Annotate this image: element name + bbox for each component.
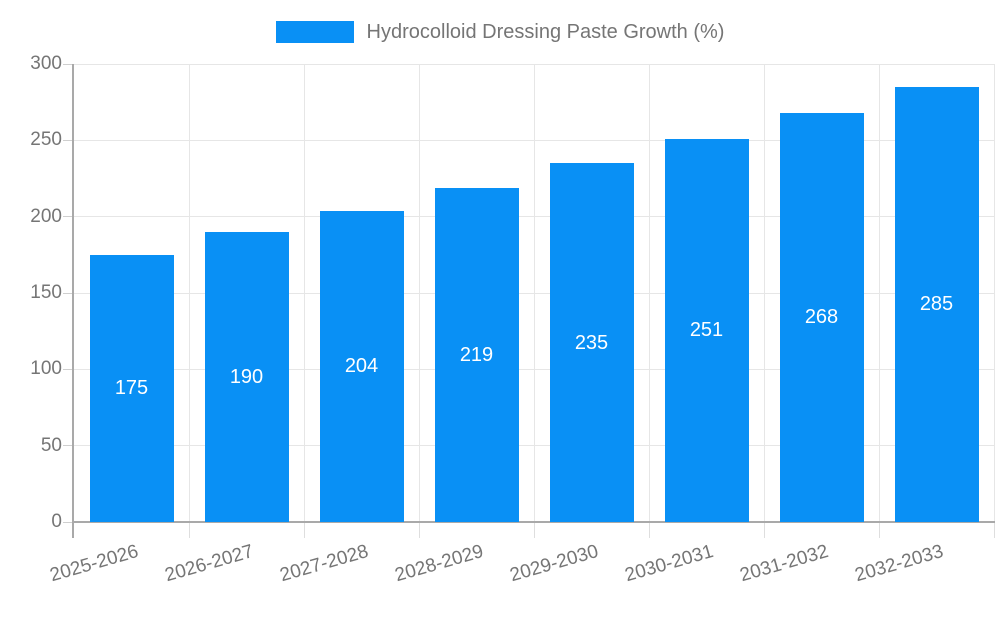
y-axis-tick-label: 50: [40, 434, 62, 456]
x-gridline: [878, 64, 880, 522]
bar: 190: [204, 231, 289, 522]
x-gridline: [303, 64, 305, 522]
bar: 175: [89, 254, 174, 522]
x-gridline: [188, 64, 190, 522]
bar: 268: [779, 112, 864, 522]
bar: 251: [664, 138, 749, 522]
bar-value-label: 204: [344, 355, 379, 378]
x-axis-tick: [533, 522, 535, 538]
chart-legend: Hydrocolloid Dressing Paste Growth (%): [0, 20, 1000, 44]
legend-swatch: [275, 21, 354, 43]
y-axis-tick: [63, 139, 74, 141]
bar: 235: [549, 163, 634, 522]
x-axis-line: [72, 521, 995, 523]
bar-value-label: 219: [459, 343, 494, 366]
bar-value-label: 235: [574, 331, 609, 354]
y-axis-tick: [63, 521, 74, 523]
y-axis-tick: [63, 292, 74, 294]
x-axis-tick: [648, 522, 650, 538]
bar-value-label: 251: [689, 319, 724, 342]
bar: 204: [319, 210, 404, 522]
bar: 219: [434, 187, 519, 522]
x-axis-tick: [878, 522, 880, 538]
x-gridline: [418, 64, 420, 522]
x-axis-tick: [188, 522, 190, 538]
bar-value-label: 285: [919, 293, 954, 316]
legend-label: Hydrocolloid Dressing Paste Growth (%): [366, 20, 725, 43]
bar: 285: [894, 86, 979, 522]
bar-chart: Hydrocolloid Dressing Paste Growth (%) 0…: [0, 20, 1000, 586]
y-axis-tick-label: 250: [30, 129, 62, 151]
bar-value-label: 175: [114, 377, 149, 400]
bar-value-label: 190: [229, 365, 264, 388]
y-axis-tick: [63, 368, 74, 370]
x-gridline: [648, 64, 650, 522]
y-axis-tick: [63, 216, 74, 218]
x-gridline: [993, 64, 995, 522]
y-axis-tick: [63, 445, 74, 447]
y-axis-tick-label: 300: [30, 53, 62, 74]
y-axis-tick-label: 150: [30, 282, 62, 303]
bar-value-label: 268: [804, 306, 839, 329]
y-axis-tick: [63, 63, 74, 65]
x-axis-tick: [418, 522, 420, 538]
y-axis-tick-label: 0: [51, 511, 62, 532]
y-axis-tick-label: 200: [30, 205, 62, 227]
x-gridline: [533, 64, 535, 522]
x-gridline: [763, 64, 765, 522]
x-axis-tick: [993, 522, 995, 538]
y-axis-tick-label: 100: [30, 358, 62, 380]
x-axis-tick: [763, 522, 765, 538]
x-axis-tick: [303, 522, 305, 538]
y-axis-line: [72, 64, 74, 538]
